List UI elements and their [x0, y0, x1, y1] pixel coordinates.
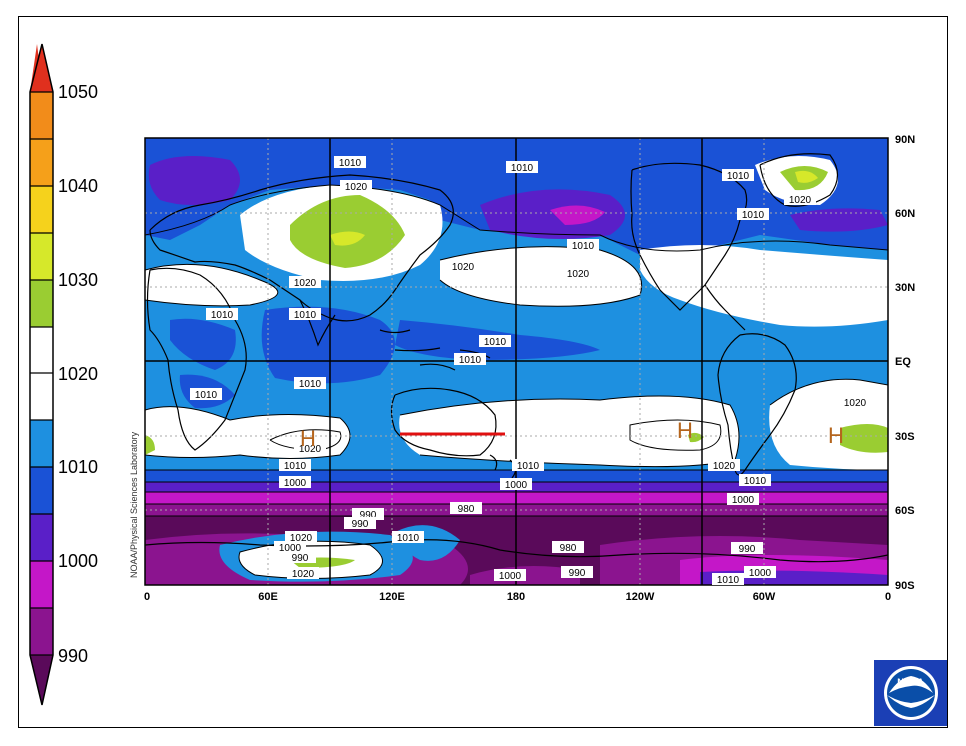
- contour-label: 1010: [397, 533, 420, 544]
- high-pressure-marker: H: [677, 418, 693, 443]
- contour-label: 1010: [517, 461, 540, 472]
- colorbar-label: 1020: [58, 364, 98, 384]
- x-tick-label: 0: [144, 591, 150, 603]
- colorbar-label: 1030: [58, 270, 98, 290]
- y-tick-label: 30N: [895, 282, 915, 294]
- contour-label: 1010: [299, 379, 322, 390]
- contour-label: 1010: [211, 310, 234, 321]
- contour-label: 1010: [195, 390, 218, 401]
- contour-label: 1010: [742, 210, 765, 221]
- contour-label: 980: [560, 543, 577, 554]
- colorbar-label: 1040: [58, 176, 98, 196]
- contour-label: 1010: [339, 158, 362, 169]
- x-tick-label: 120W: [626, 591, 655, 603]
- contour-label: 1000: [499, 571, 522, 582]
- contour-label: 980: [458, 504, 475, 515]
- contour-label: 1010: [744, 476, 767, 487]
- colorbar-swatch: [30, 233, 53, 280]
- colorbar-swatch: [30, 92, 53, 139]
- colorbar-swatch: [30, 467, 53, 514]
- contour-label: 1020: [299, 444, 322, 455]
- y-tick-label: EQ: [895, 356, 911, 368]
- y-tick-label: 60N: [895, 208, 915, 220]
- colorbar-swatch: [30, 420, 53, 467]
- y-axis: 90N 60N 30N EQ 30S 60S 90S: [895, 134, 915, 592]
- colorbar-swatch: [30, 561, 53, 608]
- contour-label: 1020: [567, 269, 590, 280]
- x-tick-label: 120E: [379, 591, 405, 603]
- contour-label: 990: [352, 519, 369, 530]
- noaa-logo: NOAA: [874, 660, 947, 726]
- contour-label: 1020: [292, 569, 315, 580]
- contour-label: 1020: [290, 533, 313, 544]
- noaa-emblem-icon: [884, 666, 938, 720]
- contour-label: 1010: [717, 575, 740, 586]
- contour-label: 1010: [484, 337, 507, 348]
- contour-label: 1020: [713, 461, 736, 472]
- colorbar-swatch: [30, 608, 53, 655]
- contour-label: 1000: [284, 478, 307, 489]
- contour-label: 1000: [732, 495, 755, 506]
- colorbar-top-triangle: [30, 44, 53, 92]
- contour-label: 1010: [511, 163, 534, 174]
- contour-label: 1000: [279, 543, 302, 554]
- map-border: [144, 137, 889, 586]
- contour-labels: 1010 1010 1010 1020 1020 1010 1020 1020 …: [190, 156, 871, 586]
- y-tick-label: 60S: [895, 505, 915, 517]
- colorbar-swatch: [30, 186, 53, 233]
- credit-text: NOAA/Physical Sciences Laboratory: [129, 431, 139, 578]
- high-pressure-marker: H: [828, 423, 844, 448]
- contour-label: 990: [292, 553, 309, 564]
- colorbar-bottom-triangle: [30, 655, 53, 705]
- x-tick-label: 180: [507, 591, 525, 603]
- colorbar-label: 1050: [58, 82, 98, 102]
- y-tick-label: 90N: [895, 134, 915, 146]
- contour-label: 1020: [844, 398, 867, 409]
- x-axis: 0 60E 120E 180 120W 60W 0: [144, 591, 891, 603]
- colorbar-swatch: [30, 139, 53, 186]
- contour-label: 990: [739, 544, 756, 555]
- contour-label: 990: [569, 568, 586, 579]
- high-pressure-marker: H: [300, 426, 316, 451]
- contour-label: 1010: [727, 171, 750, 182]
- colorbar-label: 1010: [58, 457, 98, 477]
- contour-label: 1020: [345, 182, 368, 193]
- noaa-logo-text: NOAA: [897, 677, 924, 687]
- contour-label: 1010: [459, 355, 482, 366]
- contour-label: 1010: [572, 241, 595, 252]
- contour-label: 990: [360, 510, 377, 521]
- contour-label: 1010: [284, 461, 307, 472]
- colorbar-swatch: [30, 514, 53, 561]
- y-tick-label: 90S: [895, 580, 915, 592]
- colorbar-label: 990: [58, 646, 88, 666]
- contour-label: 1000: [749, 568, 772, 579]
- colorbar-label: 1000: [58, 551, 98, 571]
- contour-label: 1000: [505, 480, 528, 491]
- x-tick-label: 60E: [258, 591, 278, 603]
- contour-label: 1010: [294, 310, 317, 321]
- colorbar-swatch: [30, 280, 53, 327]
- contour-label: 1020: [452, 262, 475, 273]
- x-tick-label: 60W: [753, 591, 776, 603]
- x-tick-label: 0: [885, 591, 891, 603]
- contour-label: 1020: [789, 195, 812, 206]
- contour-label: 1020: [294, 278, 317, 289]
- y-tick-label: 30S: [895, 431, 915, 443]
